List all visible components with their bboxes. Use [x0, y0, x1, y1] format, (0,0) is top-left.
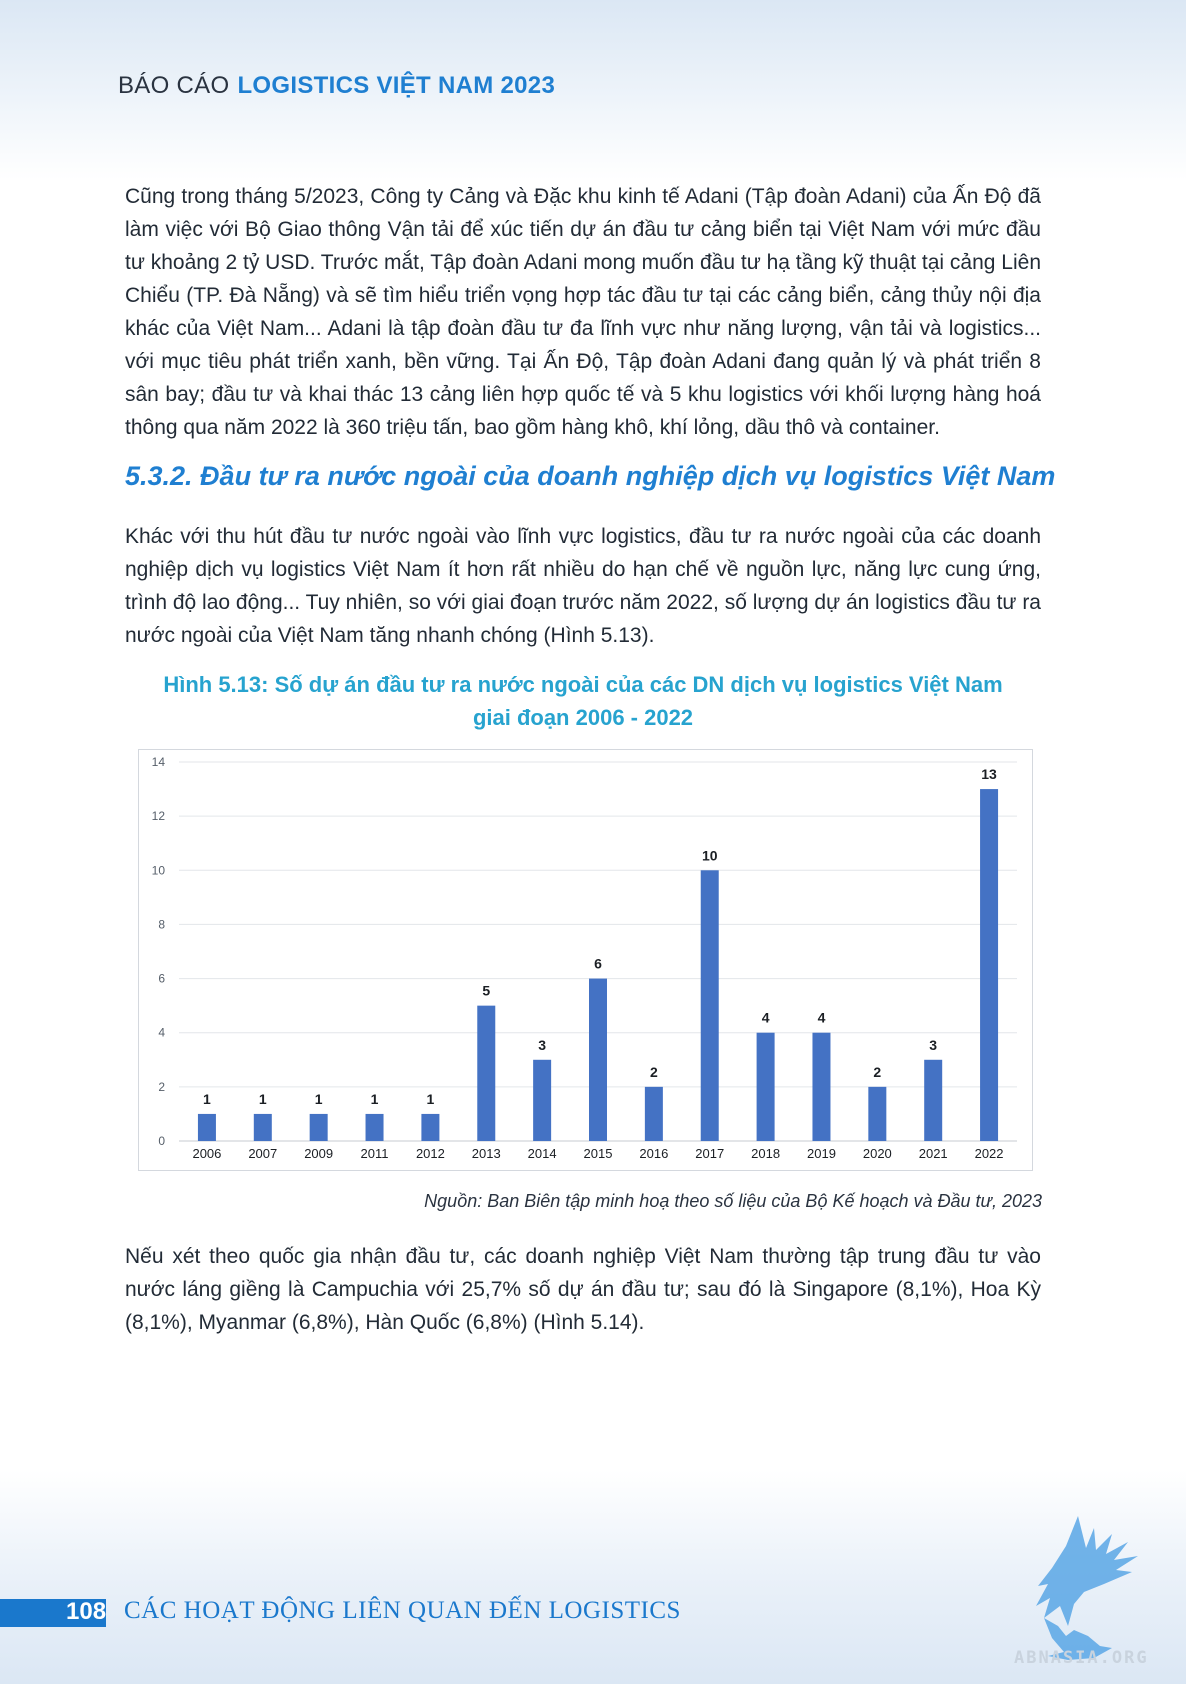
data-label: 1 [315, 1091, 323, 1107]
data-label: 10 [702, 847, 718, 863]
bar [980, 789, 999, 1141]
bar [253, 1113, 272, 1141]
x-tick-label: 2019 [807, 1146, 836, 1161]
data-label: 1 [259, 1091, 267, 1107]
bar [309, 1113, 328, 1141]
eagle-logo-icon [1036, 1516, 1138, 1660]
x-tick-label: 2022 [975, 1146, 1004, 1161]
bar [812, 1032, 831, 1141]
x-tick-label: 2014 [528, 1146, 557, 1161]
bar-chart: 0 2 4 6 8 10 12 14 1 2006 1 2007 1 2009 1 2011 1 2012 5 201… [152, 755, 1017, 1161]
bar [868, 1086, 887, 1141]
watermark-logo-text: ABNASIA.ORG [1014, 1648, 1149, 1668]
figure-title-line2: giai đoạn 2006 - 2022 [472, 705, 694, 730]
y-tick-label: 12 [152, 809, 166, 823]
data-label: 3 [538, 1037, 546, 1053]
x-tick-label: 2016 [639, 1146, 668, 1161]
paragraph-destination-countries: Nếu xét theo quốc gia nhận đầu tư, các d… [125, 1245, 1041, 1334]
bar [700, 870, 719, 1141]
bar-chart-frame: 0 2 4 6 8 10 12 14 1 2006 1 2007 1 2009 1 2011 1 2012 5 201… [138, 749, 1033, 1171]
data-label: 1 [203, 1091, 211, 1107]
y-tick-label: 2 [158, 1080, 165, 1094]
section-heading: 5.3.2. Đầu tư ra nước ngoài của doanh ng… [125, 461, 1056, 491]
y-tick-label: 4 [158, 1026, 165, 1040]
data-label: 4 [762, 1010, 770, 1026]
data-label: 4 [818, 1010, 826, 1026]
y-tick-label: 10 [152, 863, 166, 877]
data-label: 13 [981, 766, 997, 782]
footer-background [0, 1470, 1186, 1684]
bar [533, 1059, 552, 1141]
header-prefix: BÁO CÁO [118, 72, 230, 99]
footer-title: CÁC HOẠT ĐỘNG LIÊN QUAN ĐẾN LOGISTICS [124, 1597, 681, 1624]
page-number: 108 [66, 1598, 107, 1625]
figure-source: Nguồn: Ban Biên tập minh hoạ theo số liệ… [424, 1191, 1042, 1211]
x-tick-label: 2011 [361, 1146, 389, 1161]
header-background [0, 0, 1186, 180]
x-tick-label: 2015 [584, 1146, 613, 1161]
x-tick-label: 2013 [472, 1146, 501, 1161]
x-tick-label: 2018 [751, 1146, 780, 1161]
data-label: 1 [371, 1091, 379, 1107]
x-tick-label: 2009 [304, 1146, 333, 1161]
y-tick-label: 8 [158, 917, 165, 931]
x-tick-label: 2006 [192, 1146, 221, 1161]
x-tick-label: 2007 [248, 1146, 277, 1161]
bar [589, 978, 607, 1141]
bar [365, 1113, 384, 1141]
figure-title-line1: Hình 5.13: Số dự án đầu tư ra nước ngoài… [163, 672, 1003, 697]
y-tick-label: 0 [158, 1134, 165, 1148]
data-label: 1 [427, 1091, 435, 1107]
bar [421, 1113, 440, 1141]
paragraph-outward-investment: Khác với thu hút đầu tư nước ngoài vào l… [125, 525, 1041, 647]
y-tick-label: 14 [152, 755, 166, 769]
x-tick-label: 2017 [695, 1146, 724, 1161]
bar [477, 1005, 496, 1141]
data-label: 2 [650, 1064, 658, 1080]
y-tick-label: 6 [158, 972, 165, 986]
bar [644, 1086, 663, 1141]
x-tick-label: 2020 [863, 1146, 892, 1161]
bar [197, 1113, 216, 1141]
x-tick-label: 2012 [416, 1146, 445, 1161]
header-title: LOGISTICS VIỆT NAM 2023 [237, 72, 556, 99]
data-label: 5 [482, 983, 490, 999]
report-header: BÁO CÁO LOGISTICS VIỆT NAM 2023 [118, 72, 555, 100]
data-label: 6 [594, 956, 602, 972]
bar [756, 1032, 775, 1141]
x-tick-label: 2021 [919, 1146, 948, 1161]
data-label: 3 [929, 1037, 937, 1053]
paragraph-adani: Cũng trong tháng 5/2023, Công ty Cảng và… [125, 185, 1041, 439]
figure-title: Hình 5.13: Số dự án đầu tư ra nước ngoài… [125, 668, 1041, 734]
bar [924, 1059, 943, 1141]
data-label: 2 [873, 1064, 881, 1080]
footer-bar [0, 1599, 106, 1627]
